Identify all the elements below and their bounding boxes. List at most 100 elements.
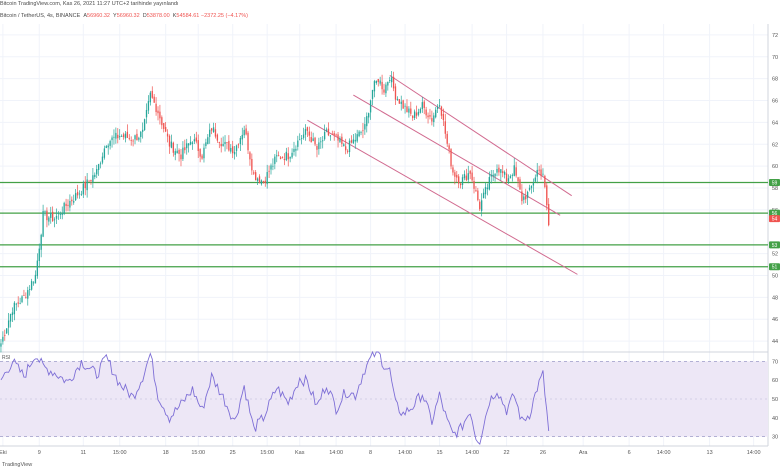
- candle-body: [67, 204, 69, 206]
- candle-body: [481, 200, 483, 211]
- candle-body: [500, 169, 502, 173]
- rsi-axis-label: 70: [772, 359, 778, 365]
- price-badge-label: 51: [772, 265, 778, 271]
- price-axis-label: 72: [772, 33, 778, 39]
- candle-body: [297, 140, 299, 147]
- candle-body: [521, 191, 523, 202]
- price-axis-label: 44: [772, 339, 778, 345]
- candle-body: [389, 80, 391, 82]
- candle-body: [528, 187, 531, 190]
- candle-body: [419, 109, 422, 113]
- symbol-line: Bitcoin / TetherUS, 4s, BINANCE A56960.3…: [0, 13, 248, 19]
- time-axis-label: 18: [163, 450, 169, 456]
- price-badge: [769, 209, 780, 217]
- candle-body: [277, 155, 280, 157]
- candle-body: [96, 169, 98, 175]
- candle-body: [186, 143, 188, 149]
- time-axis-label: 14:00: [329, 450, 343, 456]
- time-axis-label: 8: [369, 450, 372, 456]
- price-axis-label: 60: [772, 164, 778, 170]
- candle-body: [440, 106, 443, 116]
- candle-body: [126, 131, 129, 138]
- ohlc-open: A56960.32: [83, 13, 110, 19]
- candle-body: [343, 144, 345, 147]
- price-badge: [769, 241, 780, 249]
- candle-body: [308, 131, 310, 136]
- candle-body: [195, 137, 197, 142]
- candle-body: [230, 147, 232, 152]
- time-axis-label: 15:00: [260, 450, 274, 456]
- candle-body: [84, 181, 86, 189]
- candle-body: [222, 143, 224, 146]
- candle-body: [299, 139, 301, 141]
- candle-body: [256, 178, 259, 181]
- publisher-line: Bitcoin TradingView.com, Kas 26, 2021 11…: [0, 1, 179, 7]
- candle-body: [448, 145, 450, 150]
- channel-line: [353, 94, 561, 216]
- candle-body: [281, 157, 284, 159]
- candle-body: [477, 190, 479, 201]
- time-axis-label: 22: [504, 450, 510, 456]
- candle-body: [548, 204, 550, 226]
- candle-body: [255, 172, 257, 181]
- price-axis-label: 52: [772, 252, 778, 258]
- candle-body: [71, 199, 73, 202]
- ohlc-low: D53878.00: [142, 13, 170, 19]
- candle-body: [189, 141, 192, 145]
- candle-body: [509, 176, 512, 179]
- candle-body: [128, 138, 130, 140]
- candle-body: [360, 132, 362, 134]
- candle-body: [410, 108, 412, 114]
- candle-body: [333, 133, 335, 135]
- time-axis-label: 14:00: [657, 450, 671, 456]
- candle-body: [295, 148, 297, 151]
- candle-body: [59, 214, 61, 216]
- candles: [0, 71, 550, 353]
- candle-body: [207, 137, 209, 145]
- candle-body: [371, 89, 374, 99]
- candle-body: [4, 335, 6, 336]
- candle-body: [27, 290, 29, 299]
- candle-body: [203, 147, 205, 159]
- candle-body: [417, 111, 420, 115]
- footer-brand: TradingView: [2, 462, 32, 468]
- candle-body: [55, 215, 58, 219]
- candle-body: [291, 152, 293, 158]
- candle-body: [373, 81, 376, 92]
- candle-body: [7, 320, 10, 328]
- candle-body: [120, 136, 123, 137]
- candle-body: [387, 81, 389, 86]
- candle-body: [161, 117, 163, 126]
- candle-body: [505, 173, 508, 182]
- candle-body: [345, 146, 347, 151]
- candle-body: [80, 194, 83, 196]
- candle-body: [224, 141, 226, 144]
- candle-body: [82, 183, 84, 195]
- candle-body: [421, 102, 423, 110]
- candle-body: [544, 175, 546, 187]
- candle-body: [314, 137, 316, 145]
- candle-body: [201, 155, 203, 159]
- price-badge: [769, 263, 780, 271]
- candle-body: [362, 130, 364, 132]
- candle-body: [352, 139, 355, 144]
- candle-body: [276, 155, 278, 157]
- candle-body: [243, 129, 245, 136]
- candle-body: [0, 343, 2, 347]
- candle-body: [415, 112, 418, 116]
- candle-body: [172, 142, 174, 153]
- candle-body: [486, 187, 489, 190]
- candle-body: [122, 134, 125, 138]
- rsi-axis-label: 50: [772, 397, 778, 403]
- candle-body: [209, 129, 211, 137]
- candle-body: [164, 127, 167, 132]
- candle-body: [459, 183, 462, 186]
- candle-body: [184, 147, 186, 151]
- candle-body: [6, 328, 8, 334]
- rsi-axis-label: 60: [772, 378, 778, 384]
- candle-body: [513, 165, 515, 176]
- candle-body: [502, 171, 504, 174]
- candle-body: [438, 105, 441, 107]
